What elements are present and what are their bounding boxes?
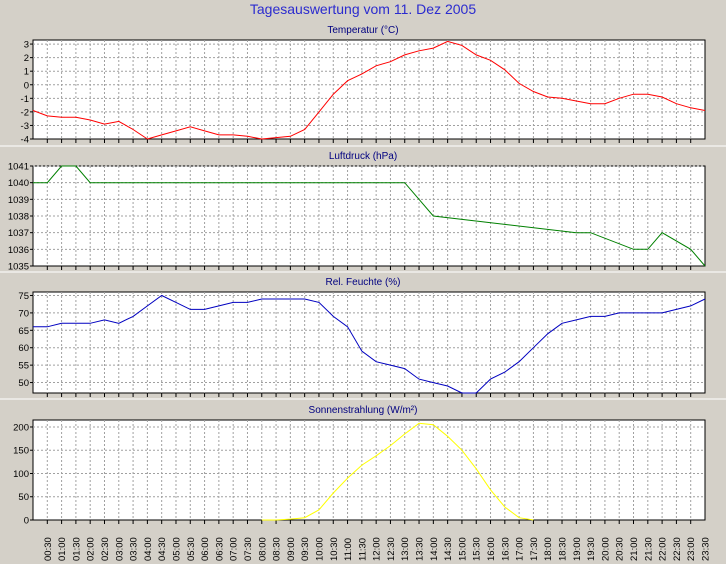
humidity-chart-title: Rel. Feuchte (%): [325, 277, 401, 288]
x-tick-label: 04:30: [157, 537, 168, 561]
x-tick-label: 04:00: [143, 537, 154, 561]
radiation-plot-area: [32, 419, 706, 521]
x-tick-label: 14:30: [443, 537, 454, 561]
humidity-plot-area: [32, 291, 706, 394]
x-tick-label: 03:00: [114, 537, 125, 561]
x-tick-label: 07:30: [243, 537, 254, 561]
humidity-ytick-label: 50: [18, 378, 29, 389]
x-tick-label: 11:00: [343, 538, 354, 561]
pressure-ytick-label: 1037: [8, 228, 29, 239]
pressure-ytick-label: 1036: [8, 245, 29, 256]
x-tick-label: 02:30: [100, 537, 111, 561]
x-tick-label: 05:30: [186, 537, 197, 561]
x-tick-label: 13:00: [400, 537, 411, 561]
x-tick-label: 20:00: [600, 537, 611, 561]
humidity-ytick-label: 75: [18, 291, 29, 302]
x-tick-label: 02:00: [86, 537, 97, 561]
x-tick-label: 19:00: [572, 537, 583, 561]
pressure-ytick-label: 1035: [8, 262, 29, 273]
x-tick-label: 22:30: [672, 537, 683, 561]
x-tick-label: 12:30: [386, 537, 397, 561]
x-tick-label: 10:30: [329, 537, 340, 561]
humidity-ytick-label: 60: [18, 343, 29, 354]
radiation-series-line: [261, 422, 534, 521]
x-tick-label: 23:00: [686, 537, 697, 561]
x-tick-label: 07:00: [229, 537, 240, 561]
humidity-ytick-label: 55: [18, 361, 29, 372]
humidity-ytick-label: 70: [18, 308, 29, 319]
x-tick-label: 09:00: [286, 537, 297, 561]
x-tick-label: 03:30: [129, 537, 140, 561]
x-tick-label: 01:00: [57, 537, 68, 561]
temperature-series-line: [32, 40, 706, 140]
x-tick-label: 15:30: [472, 537, 483, 561]
radiation-ytick-label: 0: [24, 516, 29, 527]
x-tick-label: 17:30: [529, 537, 540, 561]
x-tick-label: 21:00: [629, 537, 640, 561]
x-tick-label: 17:00: [515, 537, 526, 561]
x-tick-label: 01:30: [71, 537, 82, 561]
x-tick-label: 08:30: [272, 537, 283, 561]
temperature-chart-title: Temperatur (°C): [327, 25, 399, 36]
x-tick-label: 11:30: [357, 538, 368, 561]
temperature-ytick-label: 1: [24, 67, 29, 78]
x-tick-label: 05:00: [171, 537, 182, 561]
radiation-ytick-label: 50: [18, 492, 29, 503]
temperature-ytick-label: -1: [21, 94, 29, 105]
pressure-chart-title: Luftdruck (hPa): [328, 151, 398, 162]
x-tick-label: 16:30: [500, 537, 511, 561]
pressure-ytick-label: 1041: [8, 162, 29, 173]
x-tick-label: 00:30: [43, 537, 54, 561]
humidity-series-line: [33, 294, 706, 394]
temperature-ytick-label: 2: [24, 53, 29, 64]
pressure-ytick-label: 1039: [8, 195, 29, 206]
pressure-ytick-label: 1038: [8, 212, 29, 223]
pressure-series-line: [33, 165, 706, 267]
x-tick-label: 16:00: [486, 537, 497, 561]
x-tick-label: 23:30: [701, 537, 712, 561]
humidity-ytick-label: 65: [18, 326, 29, 337]
radiation-ytick-label: 150: [13, 446, 29, 457]
x-tick-label: 15:00: [457, 537, 468, 561]
radiation-chart-title: Sonnenstrahlung (W/m²): [308, 405, 418, 416]
x-tick-label: 06:00: [200, 537, 211, 561]
temperature-ytick-label: -3: [21, 121, 29, 132]
x-tick-label: 18:30: [558, 537, 569, 561]
radiation-ytick-label: 200: [13, 422, 29, 433]
x-tick-label: 22:00: [658, 537, 669, 561]
x-tick-label: 19:30: [586, 537, 597, 561]
x-tick-label: 06:30: [214, 537, 225, 561]
x-tick-label: 09:30: [300, 537, 311, 561]
temperature-ytick-label: -4: [21, 135, 29, 146]
temperature-ytick-label: 0: [24, 80, 29, 91]
x-tick-label: 21:30: [643, 537, 654, 561]
pressure-ytick-label: 1040: [8, 178, 29, 189]
x-tick-label: 14:00: [429, 537, 440, 561]
radiation-ytick-label: 100: [13, 469, 29, 480]
temperature-plot-area: [32, 39, 706, 140]
x-tick-label: 20:30: [615, 537, 626, 561]
temperature-ytick-label: 3: [24, 40, 29, 51]
temperature-ytick-label: -2: [21, 107, 29, 118]
x-tick-label: 13:30: [415, 537, 426, 561]
x-tick-label: 12:00: [372, 537, 383, 561]
page-title: Tagesauswertung vom 11. Dez 2005: [249, 1, 477, 17]
x-tick-label: 10:00: [314, 537, 325, 561]
x-tick-label: 18:00: [543, 537, 554, 561]
x-tick-label: 08:00: [257, 537, 268, 561]
